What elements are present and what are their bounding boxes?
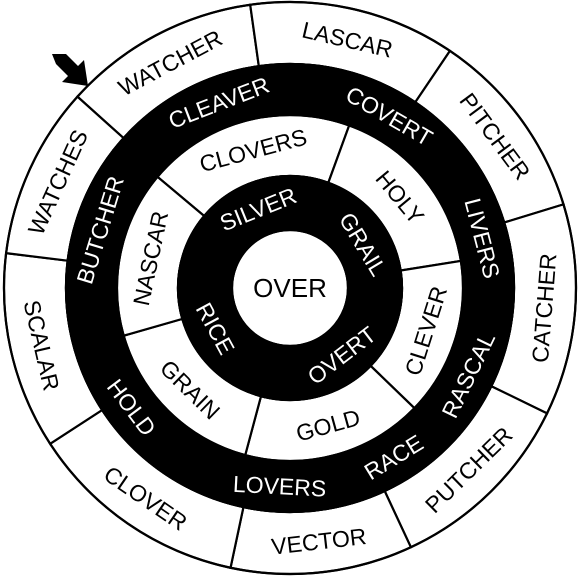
word-second-lovers: LOVERS: [232, 471, 327, 502]
center-circle: [230, 228, 350, 348]
arrow-icon: [52, 54, 88, 86]
ring-border: [176, 174, 404, 402]
center-word: OVER: [253, 273, 327, 303]
ring-border: [115, 113, 465, 463]
ring-border: [64, 62, 516, 514]
